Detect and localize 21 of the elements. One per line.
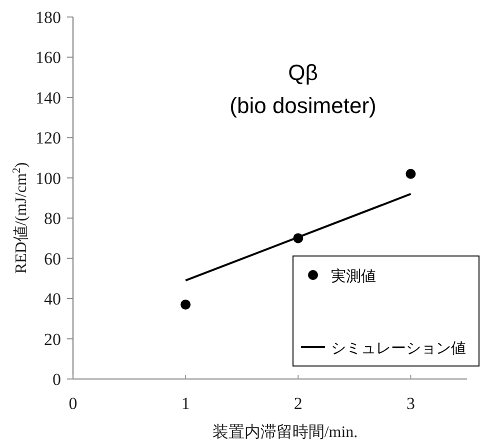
y-tick-label: 120 [36, 128, 61, 148]
text: (bio dosimeter) [230, 93, 376, 118]
point [180, 300, 191, 310]
y-tick-label: 40 [44, 290, 61, 309]
x-tick-label: 2 [294, 394, 302, 413]
y-tick-label: 80 [44, 209, 61, 228]
y-tick-label: 180 [36, 8, 61, 27]
y-tick-label: 20 [44, 330, 61, 349]
y-tick-label: 60 [44, 249, 61, 268]
legend-label: 実測値 [331, 268, 376, 285]
y-tick-label: 0 [52, 370, 61, 389]
y-tick-label: 140 [36, 88, 61, 108]
x-tick-label: 0 [68, 394, 78, 413]
x-axis-title: 装置内滞留時間/min. [212, 423, 358, 441]
x-tick-label: 3 [406, 394, 415, 413]
y-tick-label: 160 [36, 48, 61, 68]
y-tick-label: 100 [36, 168, 61, 188]
x-tick-label: 1 [181, 394, 190, 413]
legend-label: シミュレーション値 [331, 340, 466, 357]
text: Qβ [288, 60, 318, 85]
point [406, 168, 416, 179]
